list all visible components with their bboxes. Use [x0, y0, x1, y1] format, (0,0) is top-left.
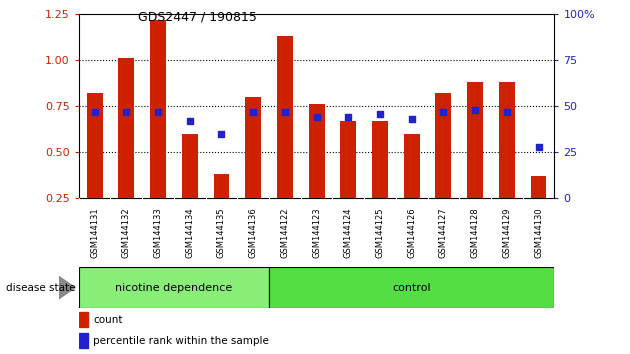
Bar [150, 20, 166, 244]
Text: GSM144124: GSM144124 [344, 207, 353, 258]
Bar [435, 93, 451, 244]
Point [343, 114, 353, 120]
Point [153, 109, 163, 115]
Point [534, 144, 544, 149]
Bar [79, 312, 88, 327]
Bar [309, 104, 324, 244]
Text: GSM144125: GSM144125 [375, 207, 384, 258]
Bar [79, 333, 88, 348]
Text: GSM144123: GSM144123 [312, 207, 321, 258]
Text: GSM144136: GSM144136 [249, 207, 258, 258]
Point [185, 118, 195, 124]
Bar [245, 97, 261, 244]
Point [280, 109, 290, 115]
Text: GSM144126: GSM144126 [407, 207, 416, 258]
Bar [499, 82, 515, 244]
Bar [340, 121, 356, 244]
Point [217, 131, 227, 137]
Bar [269, 267, 554, 308]
Point [470, 107, 480, 113]
Text: control: control [392, 282, 431, 293]
Text: GSM144127: GSM144127 [439, 207, 448, 258]
Text: GSM144128: GSM144128 [471, 207, 479, 258]
Text: GSM144135: GSM144135 [217, 207, 226, 258]
Text: GSM144133: GSM144133 [154, 207, 163, 258]
Bar [87, 93, 103, 244]
Bar [214, 174, 229, 244]
Bar [404, 134, 420, 244]
Bar [118, 58, 134, 244]
Text: nicotine dependence: nicotine dependence [115, 282, 232, 293]
Bar [277, 36, 293, 244]
Point [375, 111, 385, 116]
Text: count: count [93, 315, 122, 325]
Point [438, 109, 449, 115]
Bar [79, 267, 269, 308]
Text: disease state: disease state [6, 282, 76, 293]
Point [407, 116, 417, 122]
Text: GDS2447 / 190815: GDS2447 / 190815 [138, 11, 257, 24]
Bar [372, 121, 388, 244]
Point [501, 109, 512, 115]
Point [89, 109, 100, 115]
Point [311, 114, 321, 120]
Text: GSM144129: GSM144129 [502, 207, 512, 258]
Bar [182, 134, 198, 244]
Text: GSM144122: GSM144122 [280, 207, 289, 258]
Text: percentile rank within the sample: percentile rank within the sample [93, 336, 269, 346]
Polygon shape [59, 275, 76, 300]
Text: GSM144134: GSM144134 [185, 207, 194, 258]
Text: GSM144131: GSM144131 [90, 207, 99, 258]
Bar [467, 82, 483, 244]
Text: GSM144132: GSM144132 [122, 207, 131, 258]
Bar [530, 176, 546, 244]
Text: GSM144130: GSM144130 [534, 207, 543, 258]
Point [121, 109, 131, 115]
Point [248, 109, 258, 115]
